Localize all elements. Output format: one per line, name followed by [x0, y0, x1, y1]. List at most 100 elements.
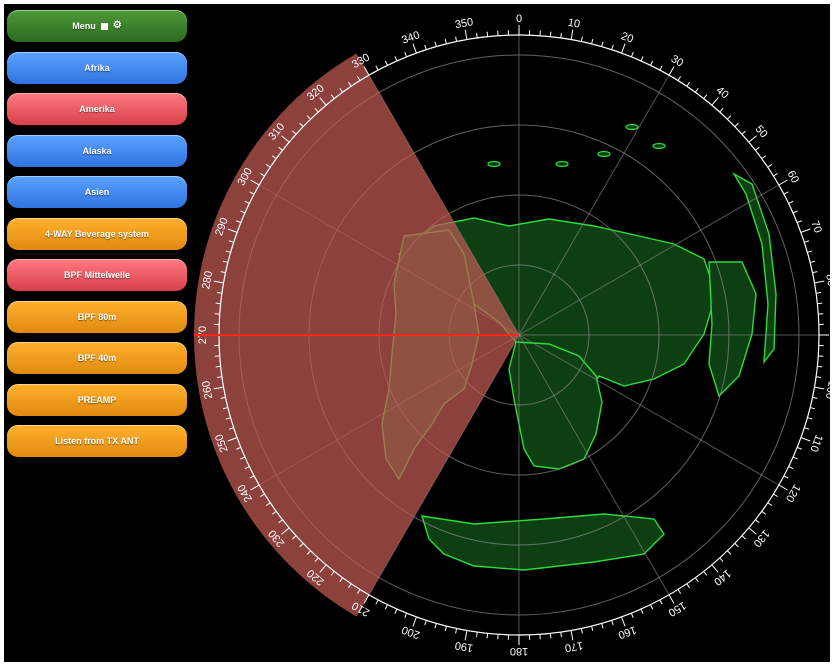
tick-204	[394, 608, 398, 614]
tick-126	[761, 510, 767, 515]
spoke-30	[518, 74, 670, 336]
tick-232	[278, 519, 283, 524]
tick-124	[767, 502, 773, 506]
tick-156	[640, 608, 644, 614]
island-3	[597, 150, 611, 158]
afrika-button[interactable]: Afrika	[7, 51, 187, 84]
tick-332	[375, 65, 379, 71]
preamp-button[interactable]: PREAMP	[7, 383, 187, 416]
tick-134	[734, 543, 739, 548]
tick-210	[363, 594, 370, 604]
tick-352	[476, 32, 478, 38]
tick-72	[804, 240, 810, 243]
asien-button[interactable]: Asien	[7, 176, 187, 208]
bpf-mittelwelle-button[interactable]: BPF Mittelwelle	[7, 259, 187, 291]
tick-16	[601, 41, 604, 47]
tick-8	[560, 32, 562, 38]
tick-154	[650, 604, 654, 610]
compass-label-100: 100	[823, 380, 830, 400]
compass-label-110: 110	[807, 433, 824, 454]
tick-22	[630, 52, 634, 58]
afrika-label: Afrika	[84, 62, 110, 73]
tick-142	[703, 571, 708, 576]
tick-164	[601, 623, 604, 629]
tick-56	[767, 164, 773, 168]
menu-button[interactable]: Menu ⚙	[7, 10, 187, 42]
tick-172	[560, 632, 562, 638]
tick-116	[788, 466, 794, 470]
tick-302	[260, 172, 265, 177]
tick-354	[486, 31, 489, 37]
tick-282	[220, 271, 226, 274]
tick-110	[800, 437, 811, 442]
tick-322	[330, 94, 335, 99]
tick-330	[363, 66, 370, 76]
tick-278	[216, 292, 222, 294]
tick-70	[800, 228, 811, 233]
tick-334	[384, 60, 388, 66]
island-0	[625, 123, 639, 131]
amerika-button[interactable]: Amerika	[7, 93, 187, 125]
listen-tx-ant-button[interactable]: Listen from TX ANT	[7, 425, 187, 457]
tick-26	[650, 60, 654, 66]
tick-74	[807, 250, 813, 253]
island-1	[487, 160, 501, 168]
menu-label: Menu	[72, 21, 96, 31]
tick-44	[727, 115, 732, 120]
tick-140	[711, 564, 719, 573]
tick-238	[260, 493, 265, 498]
tick-24	[640, 56, 644, 62]
alaska-button[interactable]: Alaska	[7, 134, 187, 167]
tick-130	[748, 527, 757, 535]
tick-224	[306, 550, 311, 555]
tick-348	[455, 36, 458, 42]
compass-label-170: 170	[564, 639, 584, 654]
tick-66	[792, 210, 798, 214]
square-icon	[100, 22, 108, 30]
compass-label-70: 70	[808, 219, 823, 235]
tick-40	[711, 97, 719, 106]
tick-42	[719, 108, 724, 113]
tick-118	[783, 475, 789, 479]
tick-192	[455, 628, 458, 634]
tick-216	[339, 577, 344, 583]
tick-132	[741, 535, 746, 540]
tick-18	[611, 44, 614, 50]
azimuthal-map[interactable]: 0 10 20 30 40 50 60 70 80 90 100 110 120 130 140 150 160…	[4, 4, 830, 662]
beverage-system-button[interactable]: 4-WAY Beverage system	[7, 217, 187, 250]
tick-212	[356, 589, 361, 594]
tick-244	[244, 466, 250, 470]
tick-286	[225, 250, 231, 253]
tick-342	[424, 44, 427, 50]
tick-296	[244, 200, 250, 204]
tick-318	[314, 108, 319, 113]
bpf-80m-button[interactable]: BPF 80m	[7, 300, 187, 333]
tick-260	[213, 386, 224, 390]
tick-100	[814, 386, 825, 390]
tick-198	[424, 620, 427, 626]
tick-98	[816, 376, 822, 378]
tick-96	[817, 365, 823, 368]
tick-144	[694, 577, 699, 583]
island-4	[652, 142, 666, 150]
tick-256	[222, 407, 229, 410]
compass-label-160: 160	[616, 623, 637, 641]
tick-20	[621, 43, 626, 54]
tick-84	[817, 302, 823, 305]
landmass-5	[732, 172, 777, 365]
tick-166	[591, 625, 594, 632]
tick-346	[444, 38, 447, 45]
tick-32	[677, 76, 682, 81]
tick-170	[570, 630, 574, 641]
tick-54	[761, 155, 767, 160]
tick-62	[783, 191, 789, 195]
bpf-40m-button[interactable]: BPF 40m	[7, 342, 187, 374]
tick-218	[330, 571, 335, 576]
tick-138	[719, 557, 724, 562]
tick-122	[773, 493, 778, 498]
gear-icon[interactable]: ⚙	[112, 20, 122, 31]
tick-234	[271, 510, 277, 515]
tick-254	[225, 417, 231, 420]
tick-50	[748, 135, 757, 143]
tick-28	[659, 65, 663, 71]
